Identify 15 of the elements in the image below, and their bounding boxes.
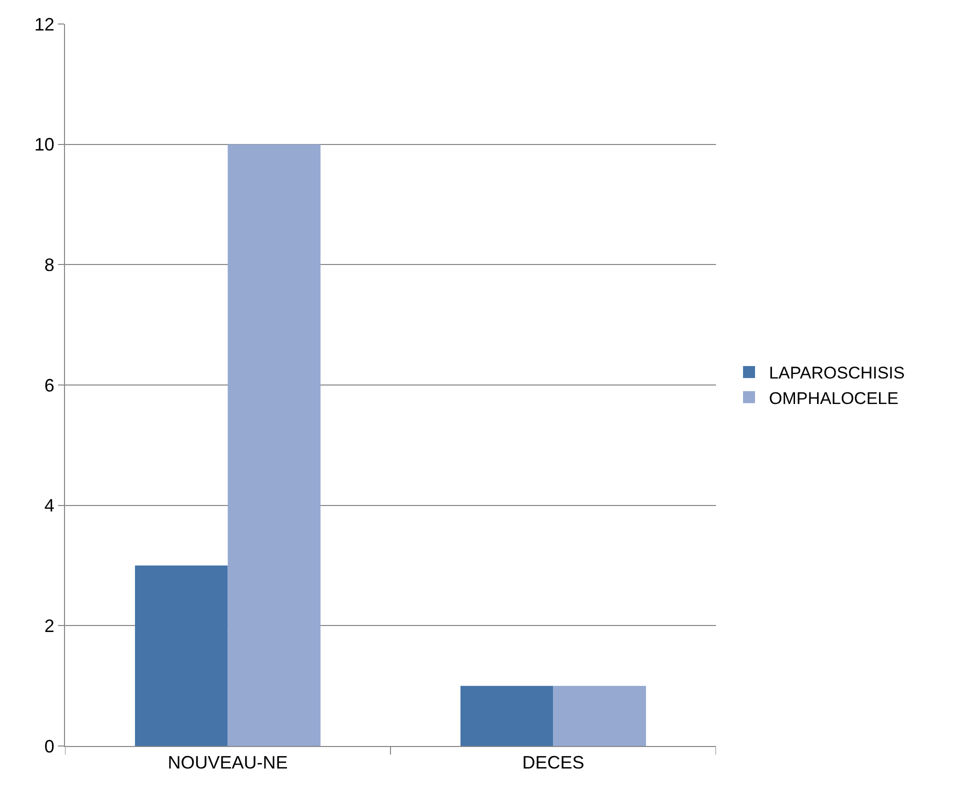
bar — [228, 144, 321, 746]
y-tick-label: 2 — [44, 616, 54, 636]
legend-label: OMPHALOCELE — [769, 388, 898, 408]
y-tick-label: 6 — [44, 375, 54, 396]
legend-label: LAPAROSCHISIS — [769, 364, 905, 383]
y-tick-label: 10 — [34, 134, 54, 155]
y-tick-label: 4 — [44, 496, 54, 516]
bar — [553, 686, 646, 746]
x-tick-label: DECES — [522, 752, 584, 773]
bar — [460, 686, 554, 746]
y-tick-label: 12 — [34, 14, 54, 34]
x-tick-label: NOUVEAU-NE — [168, 752, 288, 773]
y-tick-label: 8 — [44, 254, 54, 275]
bar — [134, 566, 228, 746]
y-tick-label: 0 — [44, 736, 54, 756]
